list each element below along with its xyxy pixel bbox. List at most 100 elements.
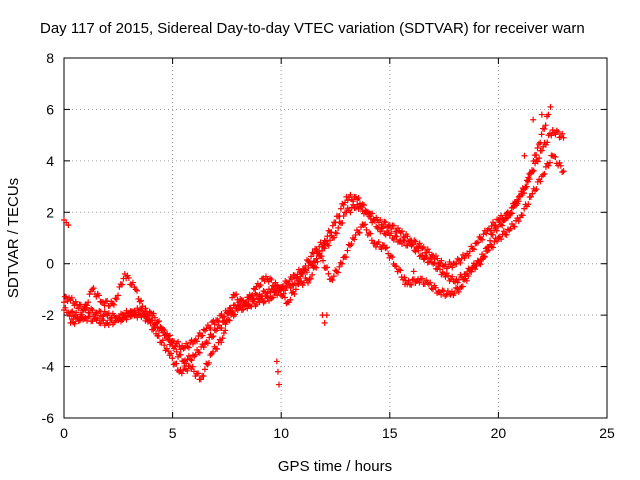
data-point xyxy=(385,223,392,230)
data-point xyxy=(311,263,318,270)
data-point xyxy=(147,320,154,327)
data-point xyxy=(511,202,518,209)
data-point xyxy=(507,211,514,218)
data-point xyxy=(308,253,315,260)
data-point xyxy=(504,226,511,233)
data-point xyxy=(392,232,399,239)
data-point xyxy=(154,319,161,326)
data-point xyxy=(408,281,415,288)
data-point xyxy=(218,325,225,332)
data-point xyxy=(419,245,426,252)
data-point xyxy=(455,288,462,295)
data-point xyxy=(363,226,370,233)
data-point xyxy=(465,252,472,259)
data-point xyxy=(203,325,210,332)
data-point xyxy=(132,286,139,293)
data-point xyxy=(412,248,419,255)
data-point xyxy=(146,316,153,323)
data-point xyxy=(457,284,464,291)
data-point xyxy=(222,321,229,328)
data-point xyxy=(256,283,263,290)
data-point xyxy=(237,295,244,302)
data-point xyxy=(362,221,369,228)
data-point xyxy=(283,279,290,286)
data-point xyxy=(270,294,277,301)
data-point xyxy=(196,349,203,356)
data-point xyxy=(453,276,460,283)
data-point xyxy=(542,163,549,170)
data-point xyxy=(313,264,320,271)
data-point xyxy=(388,230,395,237)
data-point xyxy=(123,316,130,323)
data-point xyxy=(167,350,174,357)
data-point xyxy=(93,293,100,300)
data-point xyxy=(377,217,384,224)
data-point xyxy=(325,242,332,249)
data-point xyxy=(268,276,275,283)
data-point xyxy=(184,367,191,374)
data-point xyxy=(184,343,191,350)
data-point xyxy=(520,190,527,197)
data-point xyxy=(366,210,373,217)
data-point xyxy=(514,215,521,222)
data-point xyxy=(530,116,537,123)
data-point xyxy=(382,219,389,226)
data-point xyxy=(88,305,95,312)
x-tick-label: 25 xyxy=(599,425,615,441)
data-point xyxy=(360,222,367,229)
data-point xyxy=(216,336,223,343)
data-point xyxy=(177,351,184,358)
data-point xyxy=(103,311,110,318)
data-point xyxy=(412,238,419,245)
data-point xyxy=(249,292,256,299)
data-point xyxy=(426,249,433,256)
data-point xyxy=(309,249,316,256)
data-point xyxy=(416,240,423,247)
data-point xyxy=(393,233,400,240)
data-point xyxy=(527,169,534,176)
data-point xyxy=(129,279,136,286)
data-point xyxy=(232,311,239,318)
data-point xyxy=(356,229,363,236)
data-point xyxy=(173,360,180,367)
data-point xyxy=(453,261,460,268)
data-point xyxy=(211,321,218,328)
data-point xyxy=(481,253,488,260)
data-point xyxy=(273,358,280,365)
data-point xyxy=(299,271,306,277)
data-point xyxy=(483,230,490,237)
data-point xyxy=(491,238,498,245)
data-point xyxy=(180,367,187,374)
data-point xyxy=(538,147,545,154)
data-point xyxy=(524,178,531,185)
data-point xyxy=(393,263,400,270)
data-point xyxy=(320,244,327,251)
data-point xyxy=(261,288,268,295)
data-point xyxy=(419,275,426,282)
data-point xyxy=(427,279,434,286)
data-point xyxy=(337,259,344,266)
data-point xyxy=(537,178,544,185)
data-point xyxy=(105,321,112,328)
x-tick-label: 20 xyxy=(491,425,507,441)
data-point xyxy=(305,279,312,286)
data-point xyxy=(118,310,125,317)
data-point xyxy=(94,315,101,321)
data-point xyxy=(188,357,195,364)
data-point xyxy=(546,159,553,166)
data-point xyxy=(280,290,287,297)
data-point xyxy=(282,294,289,301)
data-point xyxy=(220,330,227,337)
data-point xyxy=(215,322,222,329)
data-point xyxy=(73,309,80,316)
data-point xyxy=(493,227,500,234)
data-point xyxy=(62,304,69,311)
data-point xyxy=(525,201,532,208)
data-point xyxy=(99,316,106,323)
data-point xyxy=(185,352,192,359)
data-point xyxy=(555,128,562,135)
data-point xyxy=(441,271,448,277)
data-point xyxy=(530,157,537,164)
data-point xyxy=(168,339,175,346)
data-points xyxy=(61,103,567,388)
